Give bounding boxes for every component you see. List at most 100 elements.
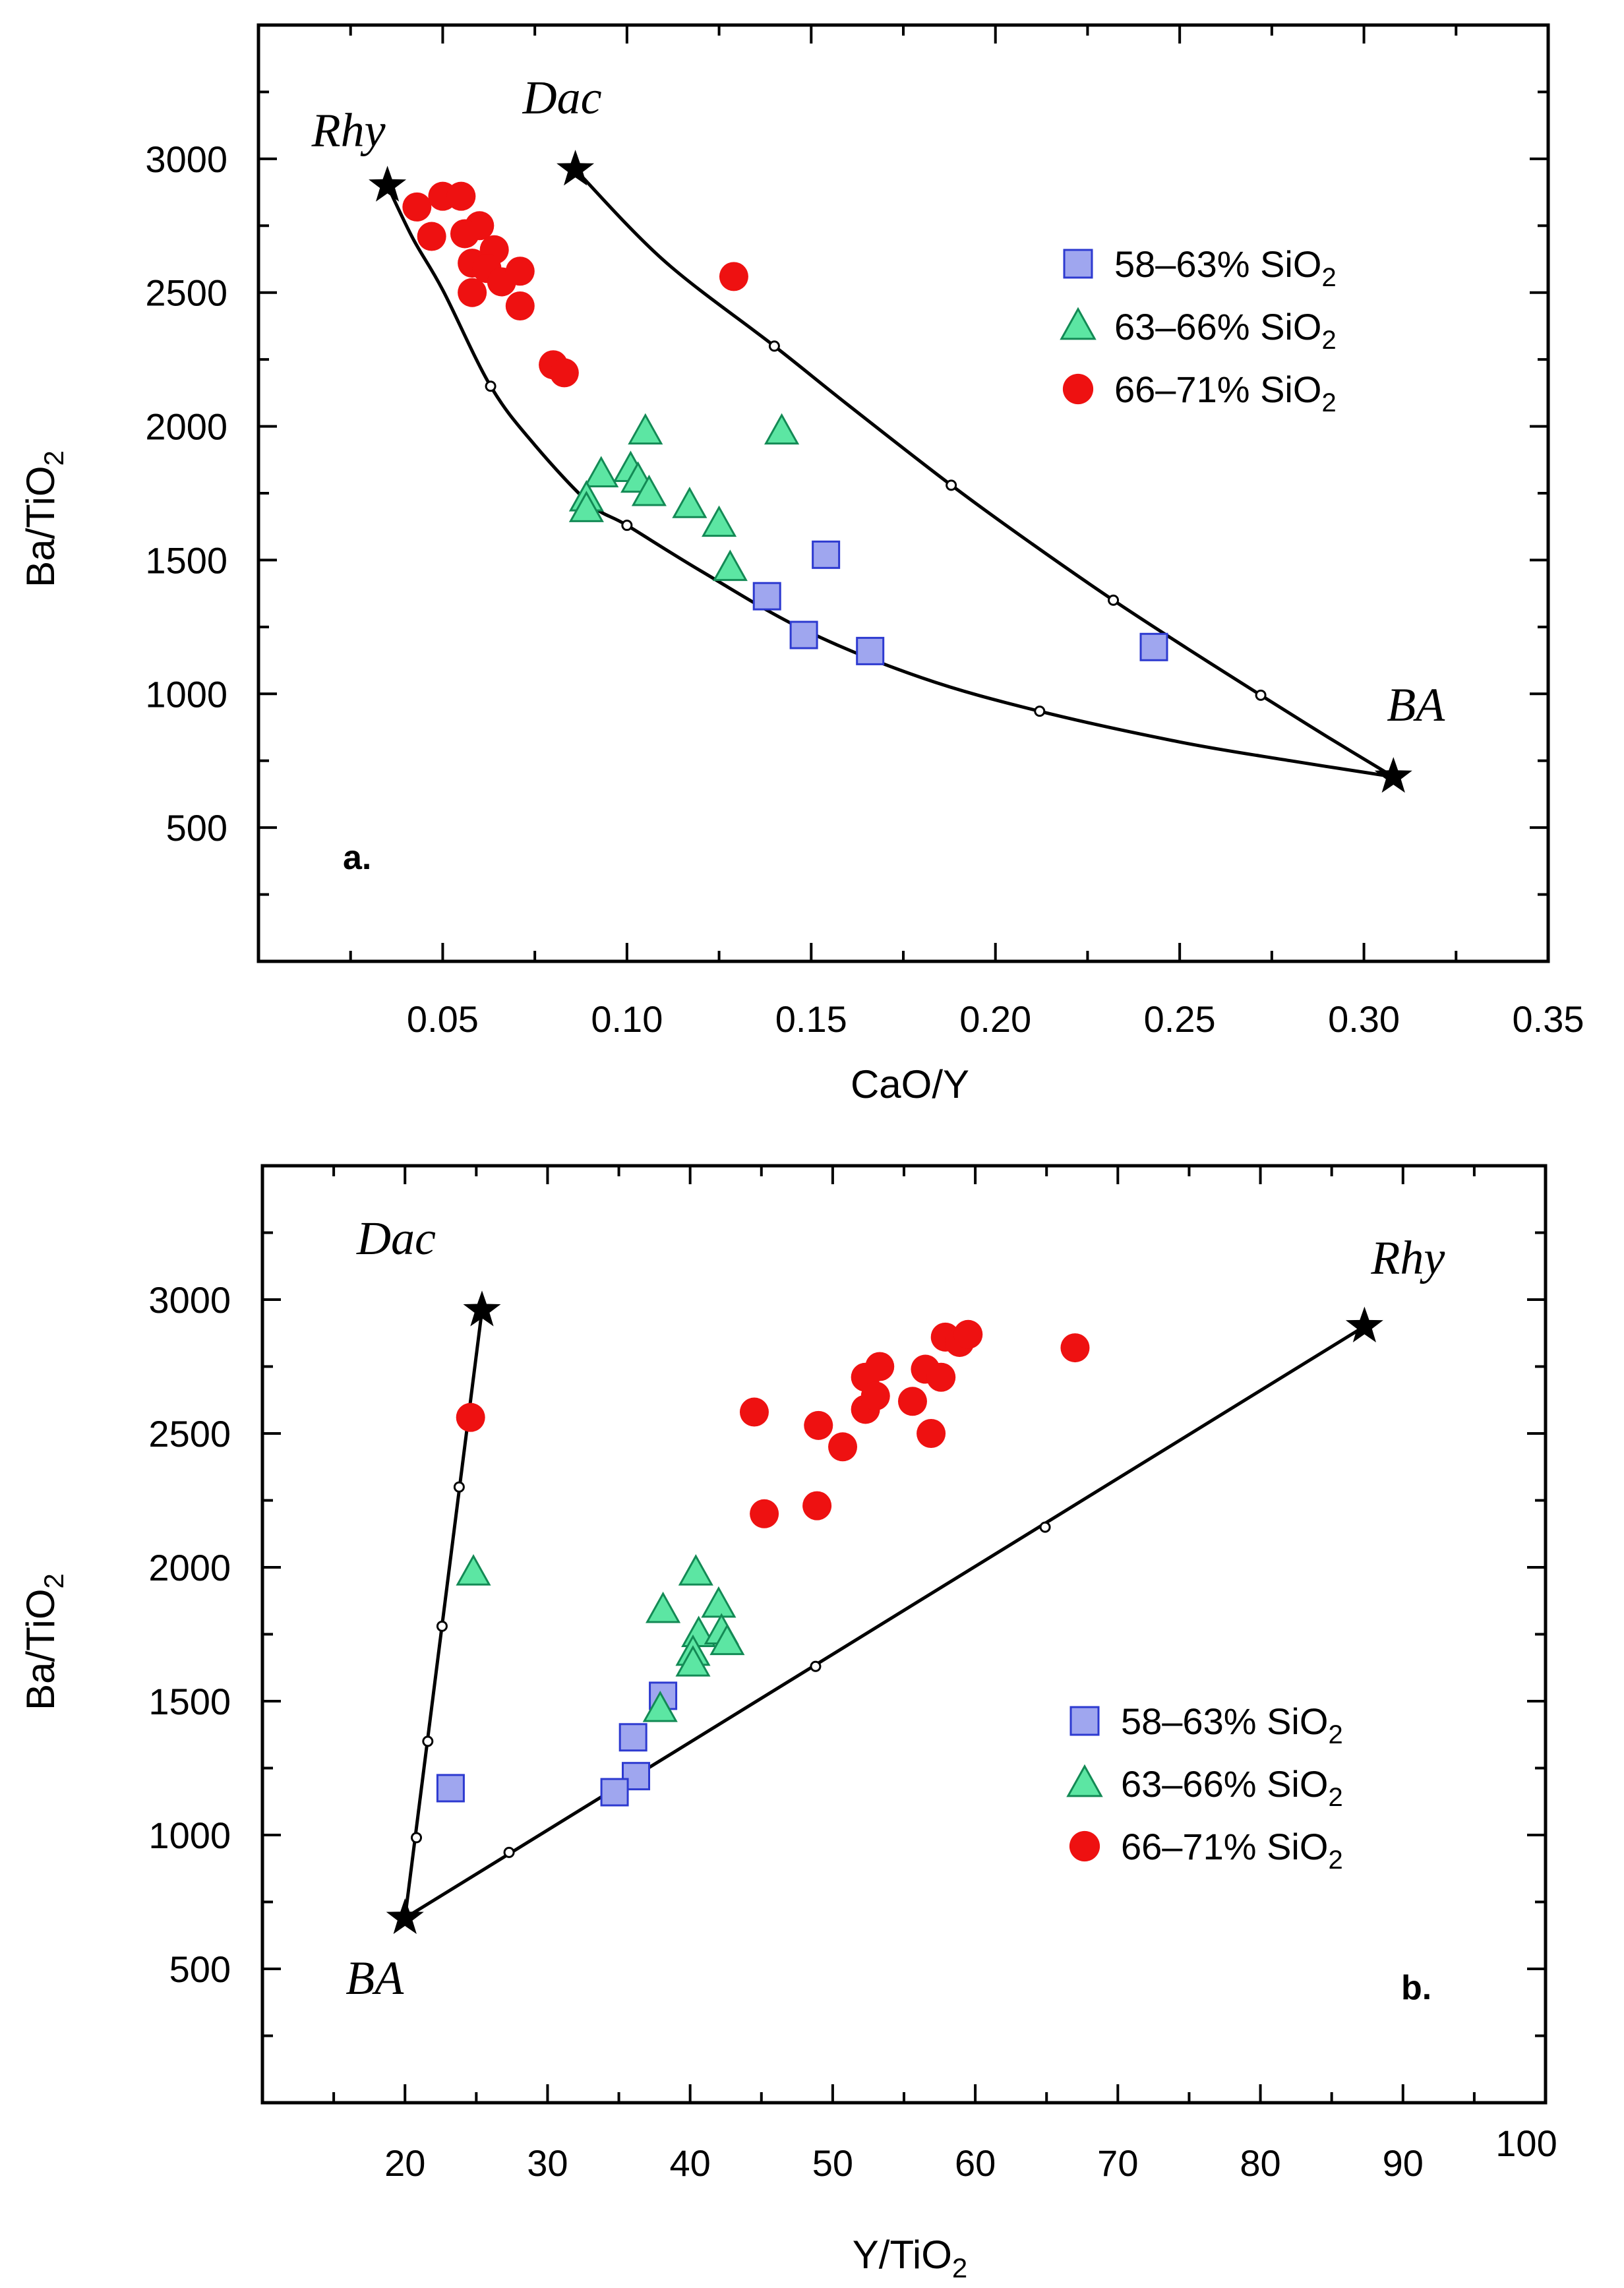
triangle-point (456, 1554, 491, 1586)
triangle-point (709, 1623, 745, 1656)
endmember-star (556, 150, 595, 186)
circle-point (719, 262, 748, 291)
y-axis-label-b: Ba/TiO2 (18, 1573, 69, 1710)
legend-label: 66–71% SiO2 (1121, 1826, 1343, 1875)
data-points-a (402, 181, 1168, 665)
y-ticks-b: 500 1000 1500 2000 2500 3000 (148, 1231, 1546, 2037)
mixing-tick-point (946, 479, 957, 491)
x-tick-label: 0.25 (1144, 998, 1216, 1040)
triangle-point (701, 1586, 737, 1618)
y-tick-label: 2500 (148, 1413, 231, 1455)
mixing-tick-point (422, 1735, 434, 1747)
x-tick-label: 0.05 (407, 998, 479, 1040)
circle-point (953, 1319, 983, 1349)
x-tick-label: 0.30 (1328, 998, 1400, 1040)
x-axis-label-a: CaO/Y (851, 1062, 969, 1106)
x-tick-label: 30 (527, 2142, 568, 2184)
panel-b: 500 1000 1500 2000 2500 3000 20 30 40 50 60 70 80 90… (18, 1164, 1557, 2283)
mixing-tick-point (1255, 689, 1267, 701)
circle-point (804, 1410, 833, 1440)
mixing-tick-point (1039, 1521, 1051, 1533)
data-points-b (436, 1319, 1090, 1807)
circle-point (750, 1499, 779, 1528)
plot-frame-a (256, 23, 1550, 963)
legend-square-marker (1063, 249, 1093, 279)
x-tick-label: 60 (955, 2142, 996, 2184)
endmember-star (1374, 757, 1412, 793)
mixing-tick-point (1108, 594, 1120, 606)
circle-point (458, 278, 487, 307)
x-tick-label: 70 (1097, 2142, 1138, 2184)
circle-point (1060, 1333, 1090, 1363)
mixing-tick-point (1034, 706, 1046, 717)
square-point (436, 1774, 465, 1803)
circle-point (828, 1432, 858, 1462)
y-tick-label: 3000 (145, 138, 227, 180)
y-tick-label: 1000 (148, 1815, 231, 1856)
endmembers-a: Rhy Dac BA (311, 71, 1445, 793)
endmember-star (386, 1898, 424, 1935)
y-tick-label: 3000 (148, 1279, 231, 1321)
mixing-curve (386, 185, 1394, 779)
x-ticks-b: 20 30 40 50 60 70 80 90 100 (332, 1166, 1557, 2184)
x-axis-label-b: Y/TiO2 (853, 2233, 967, 2283)
panel-label-b: b. (1401, 1969, 1431, 2007)
x-tick-label: 50 (812, 2142, 853, 2184)
triangle-point (702, 505, 737, 537)
mixing-tick-point (503, 1846, 515, 1858)
mixing-tick-point (453, 1481, 465, 1493)
triangle-point (642, 1691, 678, 1722)
y-tick-label: 1000 (145, 673, 227, 715)
x-tick-label: 90 (1383, 2142, 1424, 2184)
endmember-label: BA (1387, 678, 1445, 731)
x-ticks-a: 0.05 0.10 0.15 0.20 0.25 0.30 0.35 (349, 25, 1584, 1040)
mixing-tick-point (436, 1620, 448, 1632)
mixing-curve (404, 1325, 1366, 1920)
x-tick-label: 0.35 (1513, 998, 1584, 1040)
circle-point (456, 1402, 485, 1432)
endmembers-b: Dac Rhy BA (346, 1212, 1445, 2004)
mixing-tick-point (810, 1660, 822, 1672)
circle-point (897, 1387, 927, 1416)
mixing-tick-point (621, 520, 633, 531)
square-point (618, 1723, 647, 1752)
square-point (812, 540, 841, 569)
endmember-star (369, 166, 407, 202)
legend-circle-marker (1062, 373, 1094, 405)
legend-label: 63–66% SiO2 (1114, 306, 1337, 355)
circle-point (505, 291, 535, 320)
square-point (600, 1778, 629, 1807)
x-tick-label: 40 (670, 2142, 711, 2184)
legend-circle-marker (1069, 1830, 1100, 1862)
mixing-tick-point (768, 340, 780, 352)
y-tick-label: 2000 (148, 1547, 231, 1588)
y-ticks-a: 500 1000 1500 2000 2500 3000 (145, 90, 1548, 896)
circle-point (505, 256, 535, 286)
triangle-point (628, 413, 663, 445)
triangle-point (678, 1554, 713, 1586)
triangle-point (631, 474, 667, 506)
mixing-tick-point (411, 1832, 423, 1844)
circle-point (417, 222, 446, 251)
x-tick-label: 0.10 (591, 998, 663, 1040)
y-tick-label: 2500 (145, 272, 227, 314)
triangle-point (646, 1591, 681, 1623)
endmember-label: Rhy (1370, 1232, 1445, 1284)
endmember-label: Dac (356, 1212, 436, 1265)
triangle-point (675, 1645, 711, 1677)
y-tick-label: 1500 (145, 539, 227, 581)
circle-point (402, 192, 432, 222)
square-point (1139, 632, 1168, 661)
circle-point (917, 1419, 946, 1448)
legend-label: 66–71% SiO2 (1114, 369, 1337, 417)
circle-point (450, 219, 479, 249)
plot-frame-b (260, 1164, 1548, 2105)
legend-triangle-marker (1060, 307, 1097, 340)
legend-label: 58–63% SiO2 (1121, 1701, 1343, 1749)
square-point (789, 620, 818, 649)
x-tick-label: 80 (1240, 2142, 1280, 2184)
mixing-curve (403, 1310, 484, 1919)
triangle-point (672, 487, 707, 518)
triangle-point (584, 456, 619, 488)
